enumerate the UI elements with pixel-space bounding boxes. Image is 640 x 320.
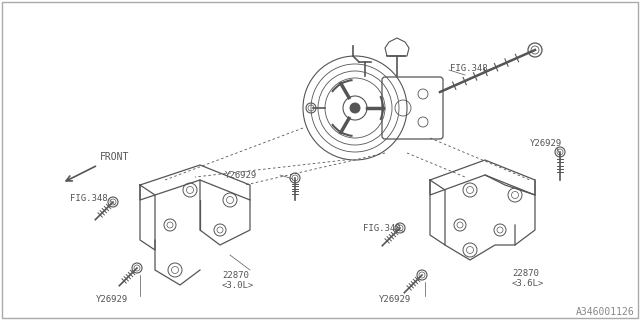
Text: Y26929: Y26929 [530,139,563,148]
Text: <3.6L>: <3.6L> [512,278,544,287]
Text: 22870: 22870 [222,270,249,279]
Text: FIG.348: FIG.348 [70,194,108,203]
Text: <3.0L>: <3.0L> [222,281,254,290]
Text: Y26929: Y26929 [96,295,128,305]
Text: FIG.348: FIG.348 [363,223,401,233]
Text: Y26929: Y26929 [225,171,257,180]
Text: 22870: 22870 [512,268,539,277]
Text: Y26929: Y26929 [379,295,411,305]
Circle shape [350,103,360,113]
Text: FRONT: FRONT [100,152,129,162]
Text: FIG.348: FIG.348 [450,63,488,73]
Text: A346001126: A346001126 [576,307,635,317]
